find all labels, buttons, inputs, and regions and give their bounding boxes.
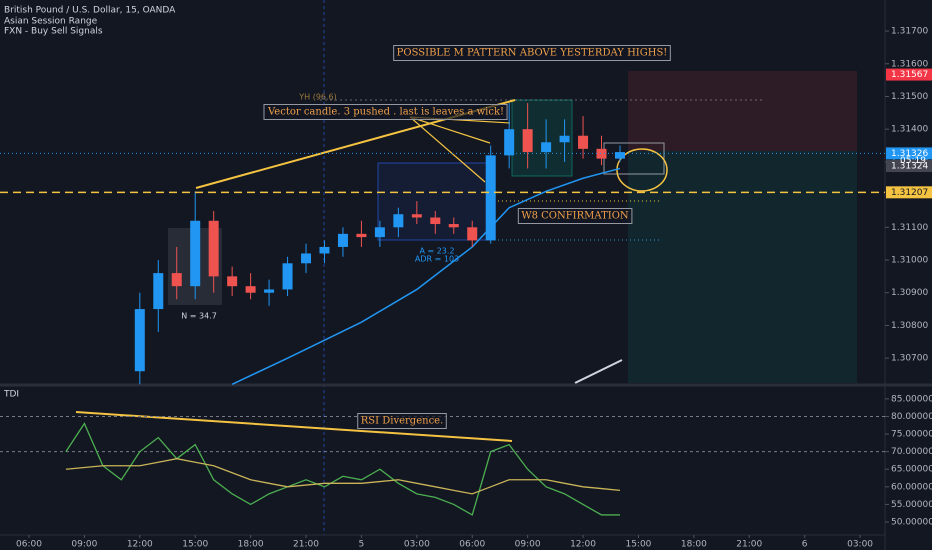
- x-tick-label: 12:00: [127, 540, 153, 550]
- y-tick-label: 1.31500: [891, 92, 928, 102]
- candle-body: [208, 220, 219, 277]
- x-tick-label: 21:00: [736, 540, 762, 550]
- candle-body: [448, 224, 459, 228]
- x-tick-label: 09:00: [71, 540, 97, 550]
- candle-body: [319, 246, 330, 254]
- x-tick-label: 06:00: [16, 540, 42, 550]
- risk-zone: [628, 71, 857, 151]
- y-tick-label: 80.00000: [891, 412, 932, 422]
- price-label: 1.31324: [891, 162, 928, 172]
- candle-body: [356, 233, 367, 238]
- annotation-box: [393, 45, 671, 61]
- y-tick-label: 65.00000: [891, 465, 932, 475]
- x-tick-label: 12:00: [570, 540, 596, 550]
- y-tick-label: 1.30900: [891, 288, 928, 298]
- annotation: N = 34.7: [181, 312, 217, 321]
- candle-body: [504, 129, 515, 156]
- x-tick-label: 18:00: [681, 540, 707, 550]
- candle-body: [153, 273, 164, 310]
- price-label: 1.31326: [891, 149, 928, 159]
- y-tick-label: 55.00000: [891, 500, 932, 510]
- annotation: Vector candle. 3 pushed . last is leaves…: [267, 107, 504, 118]
- candle-body: [227, 276, 238, 287]
- y-tick-label: 60.00000: [891, 482, 932, 492]
- y-tick-label: 70.00000: [891, 447, 932, 457]
- candle-body: [614, 152, 625, 159]
- annotation: ADR = 103: [415, 255, 459, 264]
- y-tick-label: 1.31700: [891, 27, 928, 37]
- candle-body: [411, 214, 422, 218]
- y-tick-label: 1.30800: [891, 321, 928, 331]
- indicator-name: FXN - Buy Sell Signals: [4, 27, 103, 37]
- candle-body: [541, 142, 552, 153]
- x-tick-label: 15:00: [625, 540, 651, 550]
- annotation: POSSIBLE M PATTERN ABOVE YESTERDAY HIGHS…: [397, 48, 668, 59]
- moving-average: [231, 167, 621, 385]
- x-tick-label: 09:00: [515, 540, 541, 550]
- candle-body: [374, 227, 385, 238]
- x-tick-label: 5: [359, 540, 365, 550]
- y-tick-label: 1.31100: [891, 223, 928, 233]
- candle-body: [559, 135, 570, 143]
- countdown: 05:19: [900, 156, 926, 166]
- annotation: A = 23.2: [419, 247, 454, 256]
- candle-body: [301, 253, 312, 264]
- candle-body: [134, 309, 145, 372]
- y-tick-label: 50.00000: [891, 517, 932, 527]
- x-tick-label: 18:00: [238, 540, 264, 550]
- series-line: [65, 422, 620, 516]
- price-label-bg: [886, 186, 932, 199]
- y-tick-label: 1.31000: [891, 256, 928, 266]
- x-tick-label: 15:00: [182, 540, 208, 550]
- candle-body: [282, 263, 293, 290]
- candle-body: [190, 220, 201, 287]
- price-label: 1.31567: [891, 70, 928, 80]
- annotation: YH (96.6): [298, 93, 337, 102]
- panel-title: TDI: [3, 390, 19, 400]
- drawing-line: [574, 359, 623, 384]
- annotation: RSI Divergence.: [361, 416, 444, 427]
- divergence-line: [75, 411, 513, 442]
- indicator-name: Asian Session Range: [4, 17, 98, 27]
- annotation: W8 CONFIRMATION: [521, 211, 629, 222]
- y-tick-label: 85.00000: [891, 394, 932, 404]
- candle-body: [430, 217, 441, 225]
- x-tick-label: 03:00: [847, 540, 873, 550]
- annotation-box: [263, 104, 508, 120]
- price-label-bg: [886, 160, 932, 173]
- reward-zone: [628, 151, 857, 383]
- candle-body: [485, 155, 496, 241]
- candle-body: [578, 135, 589, 149]
- candle-body: [522, 129, 533, 153]
- candle-body: [467, 227, 478, 241]
- x-tick-label: 06:00: [459, 540, 485, 550]
- candle-body: [264, 289, 275, 293]
- y-tick-label: 75.00000: [891, 430, 932, 440]
- chart-title: British Pound / U.S. Dollar, 15, OANDA: [4, 6, 176, 16]
- annotation-box: [357, 413, 447, 429]
- x-tick-label: 03:00: [404, 540, 430, 550]
- series-line: [65, 458, 621, 495]
- x-tick-label: 21:00: [293, 540, 319, 550]
- price-label-bg: [886, 68, 932, 81]
- annotation-box: [517, 208, 633, 224]
- candle-body: [393, 214, 404, 228]
- candle-body: [171, 273, 182, 287]
- price-label: 1.31207: [891, 188, 928, 198]
- candle-body: [596, 148, 607, 159]
- y-tick-label: 1.31400: [891, 125, 928, 135]
- y-tick-label: 1.31600: [891, 59, 928, 69]
- price-label-bg: [886, 147, 932, 160]
- y-tick-label: 1.30700: [891, 354, 928, 364]
- x-tick-label: 6: [802, 540, 808, 550]
- candle-body: [337, 233, 348, 247]
- candle-body: [245, 286, 256, 293]
